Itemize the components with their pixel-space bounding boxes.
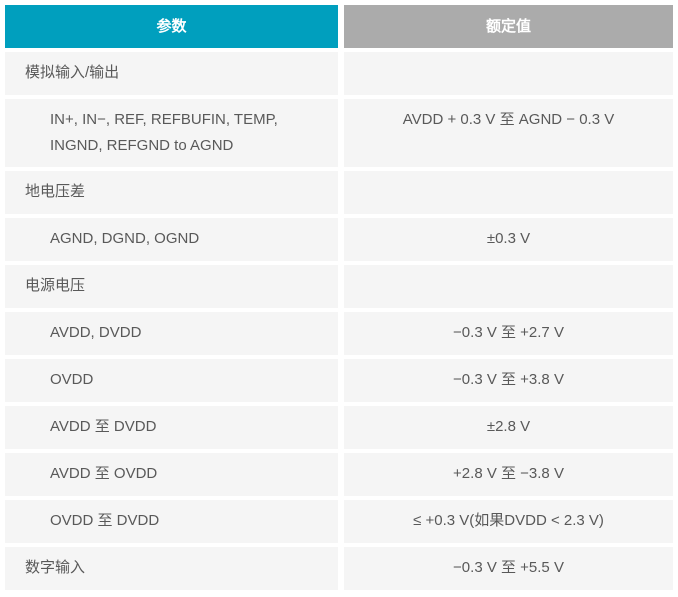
param-cell: AVDD 至 DVDD	[5, 406, 338, 449]
param-cell: 电源电压	[5, 265, 338, 308]
value-cell	[344, 265, 673, 308]
table-row: OVDD −0.3 V 至 +3.8 V	[5, 359, 673, 402]
value-cell	[344, 52, 673, 95]
param-cell: IN+, IN−, REF, REFBUFIN, TEMP, INGND, RE…	[5, 99, 338, 167]
table-row: 数字输入 −0.3 V 至 +5.5 V	[5, 547, 673, 590]
table-row: AGND, DGND, OGND ±0.3 V	[5, 218, 673, 261]
table-row: 地电压差	[5, 171, 673, 214]
value-cell: ≤ +0.3 V(如果DVDD < 2.3 V)	[344, 500, 673, 543]
param-cell: AGND, DGND, OGND	[5, 218, 338, 261]
param-cell: AVDD 至 OVDD	[5, 453, 338, 496]
table-row: 模拟输入/输出	[5, 52, 673, 95]
param-cell: 模拟输入/输出	[5, 52, 338, 95]
value-cell: −0.3 V 至 +3.8 V	[344, 359, 673, 402]
param-cell: 地电压差	[5, 171, 338, 214]
table-header: 参数 额定值	[5, 5, 673, 48]
param-header-cell: 参数	[5, 5, 338, 48]
param-cell: OVDD	[5, 359, 338, 402]
value-cell: ±2.8 V	[344, 406, 673, 449]
table-row: IN+, IN−, REF, REFBUFIN, TEMP, INGND, RE…	[5, 99, 673, 167]
param-cell: 数字输入	[5, 547, 338, 590]
table-row: AVDD 至 OVDD +2.8 V 至 −3.8 V	[5, 453, 673, 496]
value-cell	[344, 171, 673, 214]
param-cell: OVDD 至 DVDD	[5, 500, 338, 543]
param-cell: AVDD, DVDD	[5, 312, 338, 355]
value-cell: ±0.3 V	[344, 218, 673, 261]
table-row: AVDD 至 DVDD ±2.8 V	[5, 406, 673, 449]
table-row: AVDD, DVDD −0.3 V 至 +2.7 V	[5, 312, 673, 355]
value-cell: AVDD + 0.3 V 至 AGND − 0.3 V	[344, 99, 673, 167]
value-cell: −0.3 V 至 +5.5 V	[344, 547, 673, 590]
value-header-cell: 额定值	[344, 5, 673, 48]
value-cell: −0.3 V 至 +2.7 V	[344, 312, 673, 355]
table-row: 电源电压	[5, 265, 673, 308]
table-row: OVDD 至 DVDD ≤ +0.3 V(如果DVDD < 2.3 V)	[5, 500, 673, 543]
table-body: 模拟输入/输出 IN+, IN−, REF, REFBUFIN, TEMP, I…	[5, 52, 673, 590]
value-cell: +2.8 V 至 −3.8 V	[344, 453, 673, 496]
